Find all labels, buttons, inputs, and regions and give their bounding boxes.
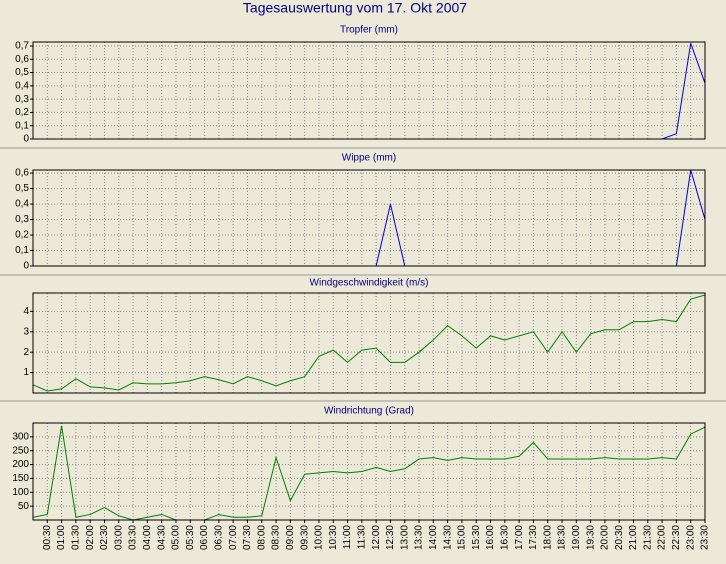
y-tick-label: 0,5 xyxy=(15,183,29,194)
x-tick-label: 18:00 xyxy=(542,525,553,550)
x-tick-label: 08:00 xyxy=(256,525,267,550)
y-tick-label: 0,6 xyxy=(15,54,29,65)
x-tick-label: 00:30 xyxy=(42,525,53,550)
x-tick-label: 20:00 xyxy=(600,525,611,550)
plot-area xyxy=(33,42,705,139)
plot-border xyxy=(32,169,706,267)
x-tick-label: 15:30 xyxy=(471,525,482,550)
y-tick-label: 0,1 xyxy=(15,245,29,256)
x-tick-label: 10:00 xyxy=(314,525,325,550)
x-tick-label: 14:00 xyxy=(428,525,439,550)
x-tick-label: 11:00 xyxy=(342,525,353,550)
x-tick-label: 17:30 xyxy=(528,525,539,550)
x-tick-label: 08:30 xyxy=(271,525,282,550)
x-tick-label: 21:30 xyxy=(642,525,653,550)
y-tick-label: 1 xyxy=(23,367,29,378)
x-tick-label: 01:00 xyxy=(56,525,67,550)
chart-title: Windrichtung (Grad) xyxy=(324,406,414,417)
x-tick-label: 19:30 xyxy=(585,525,596,550)
y-tick-label: 0,6 xyxy=(15,168,29,179)
y-tick-label: 200 xyxy=(12,459,29,470)
y-tick-label: 0,7 xyxy=(15,41,29,52)
y-tick-label: 3 xyxy=(23,326,29,337)
x-tick-label: 11:30 xyxy=(356,525,367,550)
x-tick-label: 16:30 xyxy=(499,525,510,550)
x-tick-label: 19:00 xyxy=(571,525,582,550)
x-tick-label: 13:00 xyxy=(399,525,410,550)
x-tick-label: 06:00 xyxy=(199,525,210,550)
x-tick-label: 22:00 xyxy=(657,525,668,550)
x-tick-label: 05:00 xyxy=(171,525,182,550)
plot-area xyxy=(33,170,705,266)
x-tick-label: 22:30 xyxy=(671,525,682,550)
x-tick-label: 23:00 xyxy=(685,525,696,550)
x-tick-label: 18:30 xyxy=(557,525,568,550)
x-tick-label: 20:30 xyxy=(614,525,625,550)
x-tick-label: 01:30 xyxy=(71,525,82,550)
y-tick-label: 100 xyxy=(12,487,29,498)
y-tick-label: 50 xyxy=(18,501,30,512)
x-tick-label: 07:30 xyxy=(242,525,253,550)
x-tick-label: 23:30 xyxy=(700,525,711,550)
y-tick-label: 2 xyxy=(23,347,29,358)
plot-area xyxy=(33,423,705,520)
x-tick-label: 03:00 xyxy=(113,525,124,550)
x-tick-label: 05:30 xyxy=(185,525,196,550)
y-tick-label: 150 xyxy=(12,473,29,484)
y-tick-label: 0,3 xyxy=(15,94,29,105)
y-tick-label: 0,5 xyxy=(15,67,29,78)
y-tick-label: 4 xyxy=(23,306,29,317)
main-title: Tagesauswertung vom 17. Okt 2007 xyxy=(243,0,467,16)
x-tick-label: 14:30 xyxy=(442,525,453,550)
x-tick-label: 04:00 xyxy=(142,525,153,550)
line xyxy=(32,425,706,521)
chart-title: Windgeschwindigkeit (m/s) xyxy=(310,278,429,289)
y-tick-label: 0,1 xyxy=(15,120,29,131)
x-tick-label: 02:30 xyxy=(99,525,110,550)
y-tick-label: 0 xyxy=(23,134,29,145)
y-tick-label: 0,3 xyxy=(15,214,29,225)
chart-title: Tropfer (mm) xyxy=(340,25,398,36)
x-tick-label: 06:30 xyxy=(214,525,225,550)
y-tick-label: 0,2 xyxy=(15,230,29,241)
y-tick-label: 0,4 xyxy=(15,80,29,91)
y-tick-label: 300 xyxy=(12,431,29,442)
x-tick-label: 12:00 xyxy=(371,525,382,550)
x-tick-label: 21:00 xyxy=(628,525,639,550)
y-tick-label: 0 xyxy=(23,261,29,272)
y-tick-label: 0,4 xyxy=(15,199,29,210)
plot-area xyxy=(33,293,705,393)
plot-border xyxy=(32,422,706,521)
x-tick-label: 10:30 xyxy=(328,525,339,550)
plot-border xyxy=(32,41,706,140)
x-tick-label: 09:00 xyxy=(285,525,296,550)
x-tick-label: 13:30 xyxy=(414,525,425,550)
x-tick-label: 16:00 xyxy=(485,525,496,550)
x-tick-label: 15:00 xyxy=(457,525,468,550)
x-tick-label: 17:00 xyxy=(514,525,525,550)
x-tick-label: 04:30 xyxy=(156,525,167,550)
x-tick-label: 12:30 xyxy=(385,525,396,550)
plot-border xyxy=(32,292,706,394)
x-tick-label: 02:00 xyxy=(85,525,96,550)
x-tick-label: 09:30 xyxy=(299,525,310,550)
chart-title: Wippe (mm) xyxy=(342,153,396,164)
y-tick-label: 250 xyxy=(12,445,29,456)
x-tick-label: 03:30 xyxy=(128,525,139,550)
y-tick-label: 0,2 xyxy=(15,107,29,118)
x-tick-label: 07:00 xyxy=(228,525,239,550)
line xyxy=(32,294,706,392)
